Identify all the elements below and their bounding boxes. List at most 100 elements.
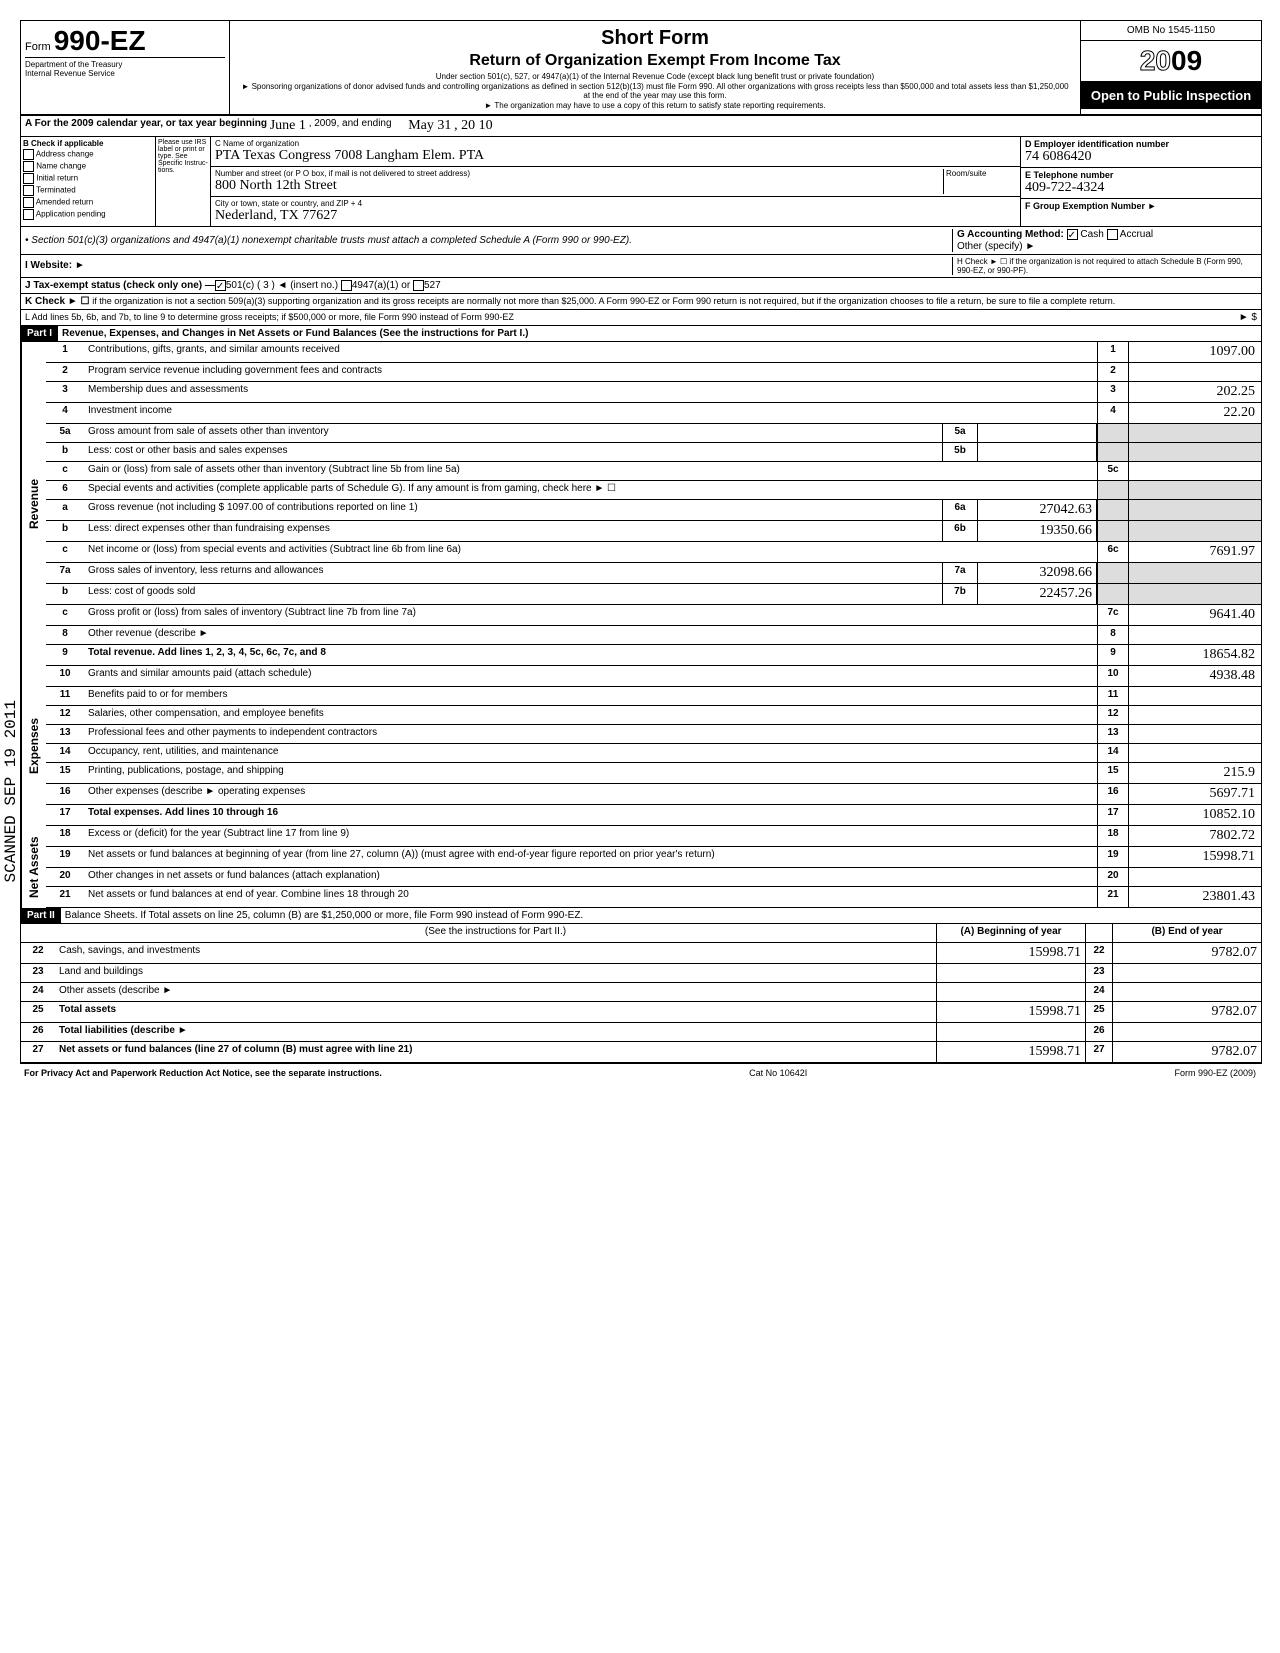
line-4: 4Investment income422.20: [46, 403, 1261, 424]
balance-header: (See the instructions for Part II.) (A) …: [21, 924, 1261, 943]
line-c: cGain or (loss) from sale of assets othe…: [46, 462, 1261, 481]
row-j: J Tax-exempt status (check only one) — ✓…: [21, 278, 1261, 294]
line-2: 2Program service revenue including gover…: [46, 363, 1261, 382]
check-amended[interactable]: Amended return: [23, 197, 153, 208]
line-b: bLess: cost or other basis and sales exp…: [46, 443, 1261, 462]
org-name: PTA Texas Congress 7008 Langham Elem. PT…: [215, 148, 484, 163]
revenue-section: Revenue 1Contributions, gifts, grants, a…: [21, 342, 1261, 666]
phone-value: 409-722-4324: [1025, 180, 1104, 195]
line-a: aGross revenue (not including $ 1097.00 …: [46, 500, 1261, 521]
line-12: 12Salaries, other compensation, and empl…: [46, 706, 1261, 725]
row-a-label: A For the 2009 calendar year, or tax yea…: [25, 118, 267, 134]
g-accounting: G Accounting Method:: [957, 230, 1064, 241]
org-city: Nederland, TX 77627: [215, 208, 337, 223]
line-7a: 7aGross sales of inventory, less returns…: [46, 563, 1261, 584]
ein-value: 74 6086420: [1025, 149, 1092, 164]
section-b-header: B Check if applicable: [23, 139, 103, 148]
c-addr-label: Number and street (or P O box, if mail i…: [215, 169, 943, 178]
expenses-label: Expenses: [21, 666, 46, 826]
form-label: Form: [25, 41, 51, 53]
section-bcd: B Check if applicable Address change Nam…: [21, 137, 1261, 227]
please-label: Please use IRS label or print or type. S…: [156, 137, 211, 226]
part-2-title: Balance Sheets. If Total assets on line …: [61, 908, 587, 923]
line-20: 20Other changes in net assets or fund ba…: [46, 868, 1261, 887]
part-1-header: Part I Revenue, Expenses, and Changes in…: [21, 326, 1261, 342]
check-527[interactable]: [413, 280, 424, 291]
e-phone-label: E Telephone number: [1025, 170, 1113, 180]
form-header: Form 990-EZ Department of the Treasury I…: [21, 21, 1261, 116]
line-18: 18Excess or (deficit) for the year (Subt…: [46, 826, 1261, 847]
tax-year-end-year: , 20 10: [454, 118, 493, 134]
org-address: 800 North 12th Street: [215, 178, 337, 193]
l-arrow: ► $: [1239, 312, 1257, 323]
check-terminated[interactable]: Terminated: [23, 185, 153, 196]
501c3-note: • Section 501(c)(3) organizations and 49…: [25, 235, 632, 246]
dept-treasury: Department of the Treasury: [25, 60, 225, 69]
line-11: 11Benefits paid to or for members11: [46, 687, 1261, 706]
line-9: 9Total revenue. Add lines 1, 2, 3, 4, 5c…: [46, 645, 1261, 666]
year-prefix: 20: [1140, 45, 1171, 76]
l-text: L Add lines 5b, 6b, and 7b, to line 9 to…: [25, 312, 514, 322]
line-13: 13Professional fees and other payments t…: [46, 725, 1261, 744]
form-990ez: Form 990-EZ Department of the Treasury I…: [20, 20, 1262, 1064]
check-accrual[interactable]: [1107, 229, 1118, 240]
tax-year-begin: June 1: [270, 118, 306, 134]
form-number: 990-EZ: [54, 25, 146, 56]
k-label: K Check ► ☐: [25, 296, 89, 307]
line-c: cGross profit or (loss) from sales of in…: [46, 605, 1261, 626]
expenses-section: Expenses 10Grants and similar amounts pa…: [21, 666, 1261, 826]
h-check: H Check ► ☐ if the organization is not r…: [952, 257, 1257, 275]
dept-irs: Internal Revenue Service: [25, 69, 225, 78]
part-1-label: Part I: [21, 326, 58, 341]
line-8: 8Other revenue (describe ►8: [46, 626, 1261, 645]
line-15: 15Printing, publications, postage, and s…: [46, 763, 1261, 784]
row-i-h: I Website: ► H Check ► ☐ if the organiza…: [21, 255, 1261, 278]
line-16: 16Other expenses (describe ► operating e…: [46, 784, 1261, 805]
row-a: A For the 2009 calendar year, or tax yea…: [21, 116, 1261, 137]
part-2-label: Part II: [21, 908, 61, 923]
revenue-label: Revenue: [21, 342, 46, 666]
website-label: I Website: ►: [25, 260, 85, 271]
omb-number: OMB No 1545-1150: [1081, 21, 1261, 41]
balance-line-24: 24 Other assets (describe ► 24: [21, 983, 1261, 1002]
k-text: if the organization is not a section 509…: [92, 296, 1115, 306]
col-b-header: (B) End of year: [1112, 924, 1261, 942]
part2-instr: (See the instructions for Part II.): [55, 924, 936, 942]
form-footer: For Privacy Act and Paperwork Reduction …: [20, 1064, 1260, 1082]
check-cash[interactable]: ✓: [1067, 229, 1078, 240]
line-b: bLess: cost of goods sold7b22457.26: [46, 584, 1261, 605]
check-4947[interactable]: [341, 280, 352, 291]
line-21: 21Net assets or fund balances at end of …: [46, 887, 1261, 908]
balance-line-22: 22 Cash, savings, and investments 15998.…: [21, 943, 1261, 964]
part-1-title: Revenue, Expenses, and Changes in Net As…: [58, 326, 532, 341]
line-19: 19Net assets or fund balances at beginni…: [46, 847, 1261, 868]
check-501c[interactable]: ✓: [215, 280, 226, 291]
subtitle-2: ► Sponsoring organizations of donor advi…: [238, 82, 1072, 101]
balance-line-26: 26 Total liabilities (describe ► 26: [21, 1023, 1261, 1042]
f-group-label: F Group Exemption Number ►: [1025, 201, 1156, 211]
tax-year-end-month: May 31: [408, 118, 451, 134]
balance-line-25: 25 Total assets 15998.71 25 9782.07: [21, 1002, 1261, 1023]
c-city-label: City or town, state or country, and ZIP …: [215, 199, 1016, 208]
year-bold: 09: [1171, 45, 1202, 76]
line-17: 17Total expenses. Add lines 10 through 1…: [46, 805, 1261, 826]
subtitle-3: ► The organization may have to use a cop…: [238, 101, 1072, 111]
line-6: 6Special events and activities (complete…: [46, 481, 1261, 500]
g-other: Other (specify) ►: [957, 241, 1035, 252]
footer-form: Form 990-EZ (2009): [1174, 1068, 1256, 1078]
line-c: cNet income or (loss) from special event…: [46, 542, 1261, 563]
d-ein-label: D Employer identification number: [1025, 139, 1169, 149]
subtitle-1: Under section 501(c), 527, or 4947(a)(1)…: [238, 72, 1072, 82]
check-initial[interactable]: Initial return: [23, 173, 153, 184]
line-10: 10Grants and similar amounts paid (attac…: [46, 666, 1261, 687]
row-l: L Add lines 5b, 6b, and 7b, to line 9 to…: [21, 310, 1261, 326]
netassets-section: Net Assets 18Excess or (deficit) for the…: [21, 826, 1261, 908]
part-2-header: Part II Balance Sheets. If Total assets …: [21, 908, 1261, 924]
balance-line-27: 27 Net assets or fund balances (line 27 …: [21, 1042, 1261, 1063]
check-address[interactable]: Address change: [23, 149, 153, 160]
open-to-public: Open to Public Inspection: [1081, 82, 1261, 109]
line-3: 3Membership dues and assessments3202.25: [46, 382, 1261, 403]
j-label: J Tax-exempt status (check only one) —: [25, 280, 215, 291]
check-name[interactable]: Name change: [23, 161, 153, 172]
check-pending[interactable]: Application pending: [23, 209, 153, 220]
